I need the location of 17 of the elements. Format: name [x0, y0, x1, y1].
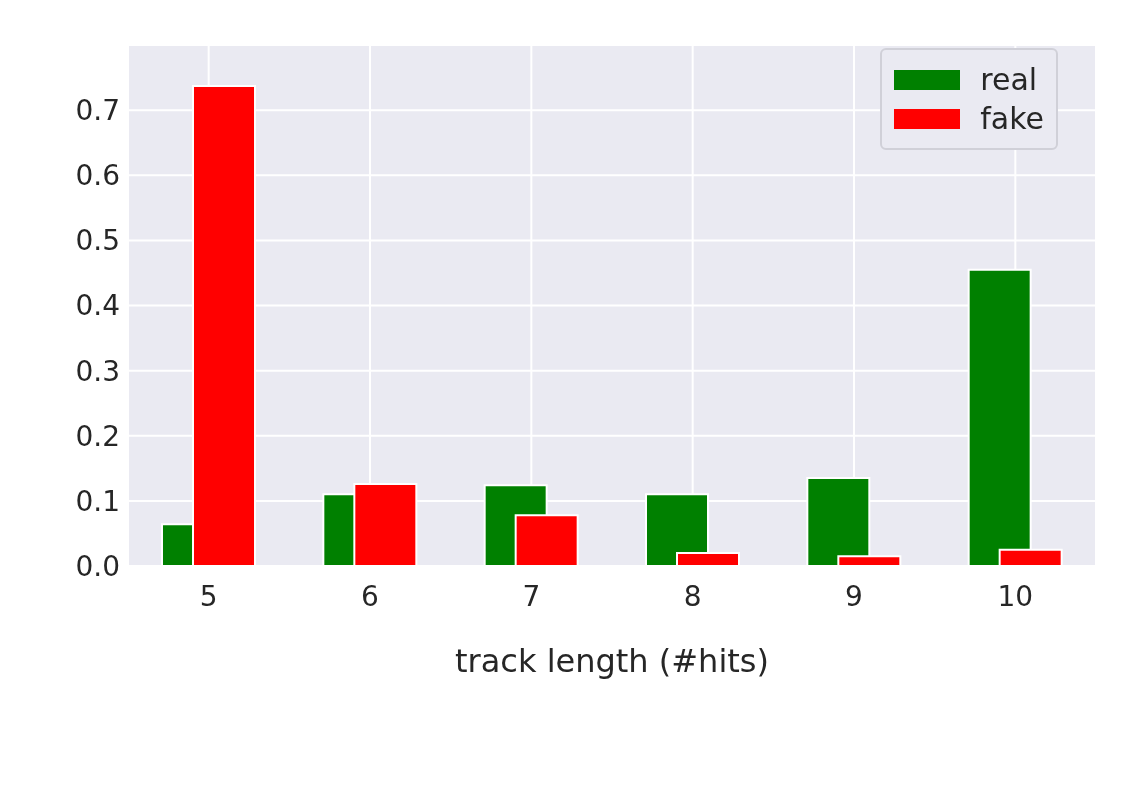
y-tick-label: 0.5 [75, 224, 120, 258]
y-tick-label: 0.0 [75, 549, 120, 583]
y-tick-label: 0.3 [75, 354, 120, 388]
x-tick-label: 7 [522, 579, 541, 613]
y-tick-label: 0.7 [75, 94, 120, 128]
legend-label: fake [980, 101, 1044, 136]
x-tick-label: 5 [199, 579, 218, 613]
x-tick-label: 10 [997, 579, 1034, 613]
legend-label: real [980, 62, 1038, 97]
y-tick-label: 0.1 [75, 484, 120, 518]
x-tick-label: 9 [845, 579, 863, 613]
y-tick-label: 0.2 [75, 419, 120, 453]
x-axis-title: track length (#hits) [455, 642, 769, 680]
y-tick-label: 0.6 [75, 159, 120, 193]
y-tick-label: 0.4 [75, 289, 120, 323]
x-tick-label: 6 [361, 579, 379, 613]
x-tick-label: 8 [683, 579, 702, 613]
